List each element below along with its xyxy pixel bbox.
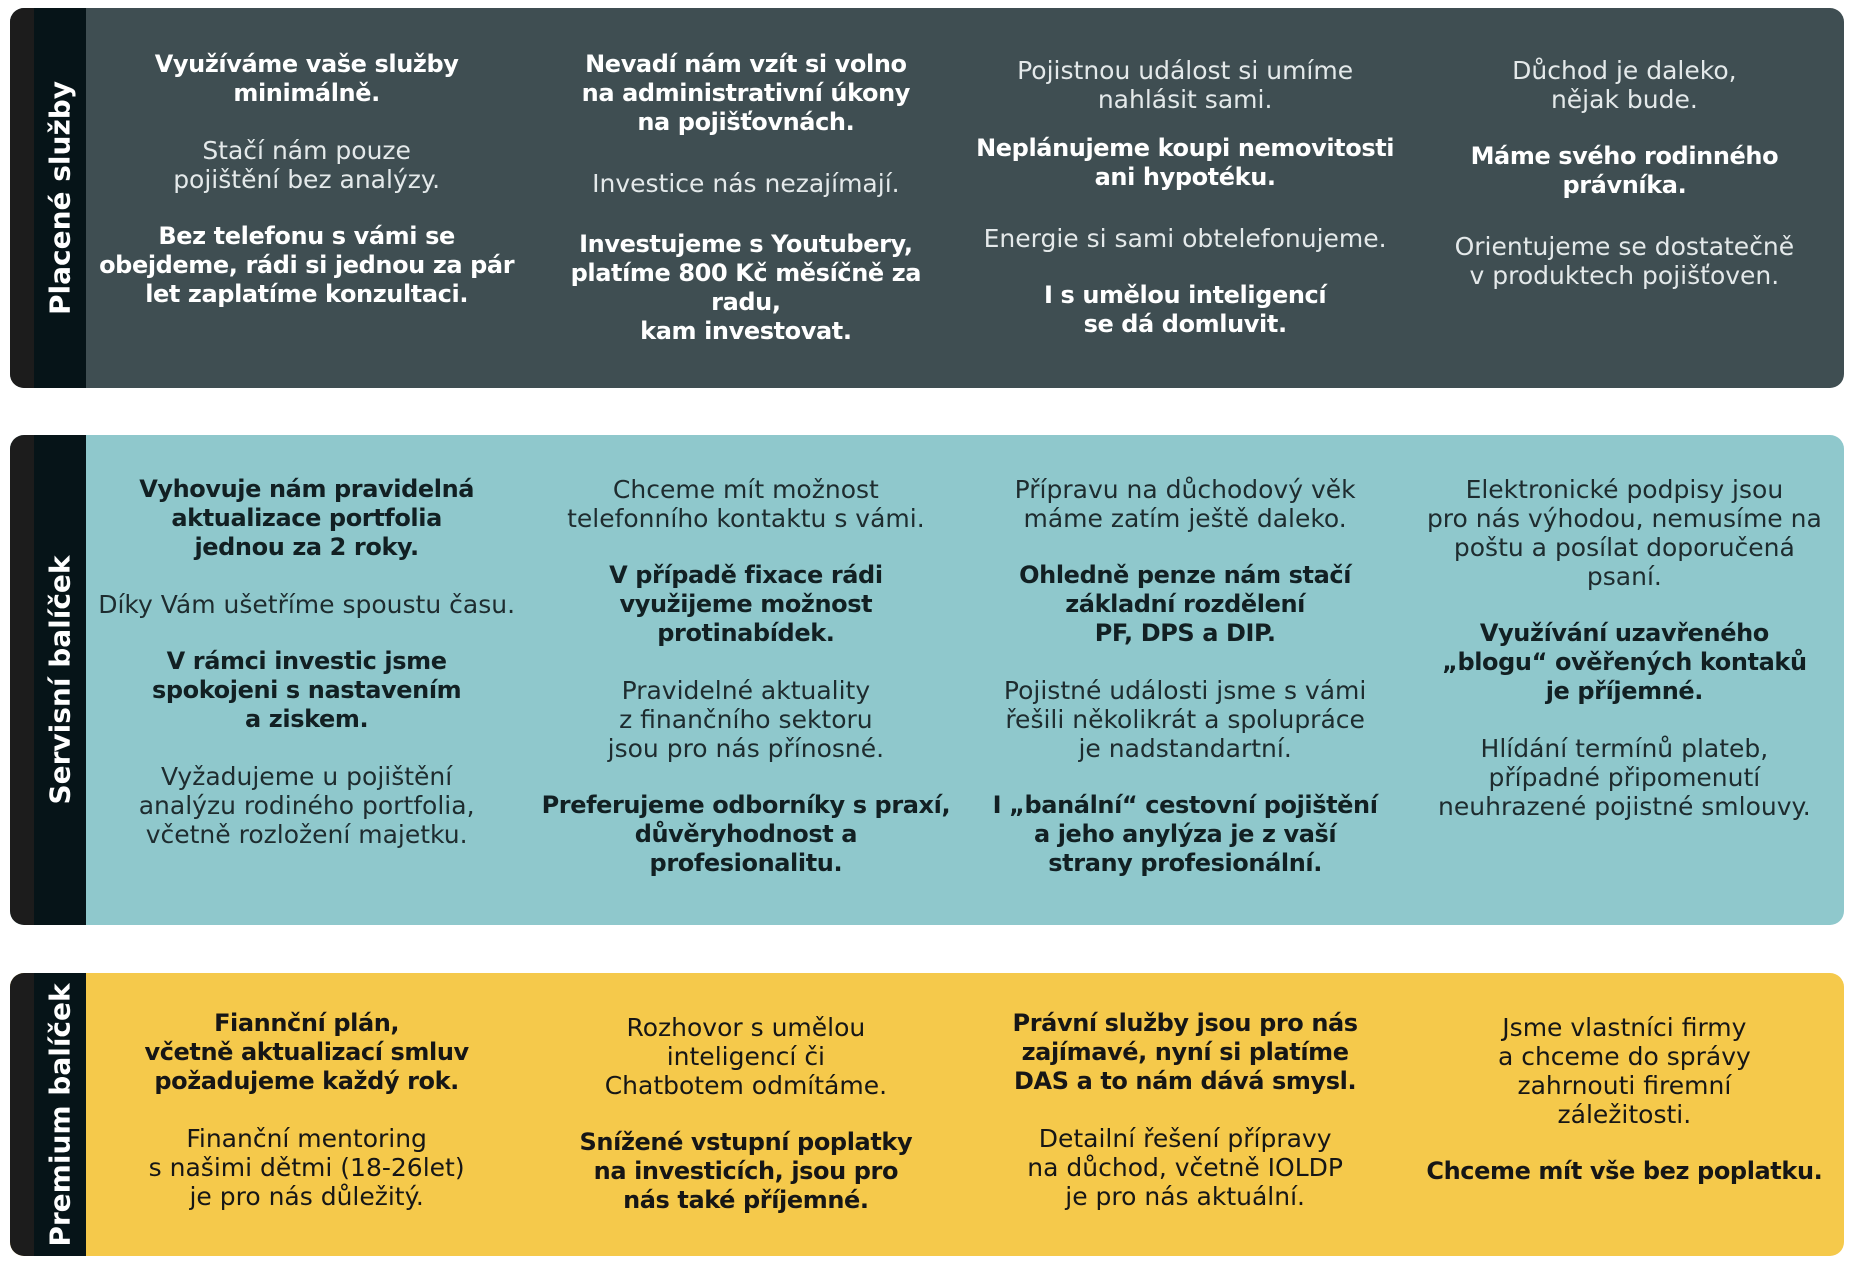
statement: Investice nás nezajímají. — [592, 169, 900, 198]
column-2: Chceme mít možnost telefonního kontaktu … — [526, 475, 965, 925]
statement: V případě fixace rádi využijeme možnost … — [609, 561, 883, 647]
statement: Jsme vlastníci firmy a chceme do správy … — [1497, 1013, 1751, 1129]
statement: Orientujeme se dostatečně v produktech p… — [1454, 232, 1795, 290]
statement: Neplánujeme koupi nemovitosti ani hypoté… — [976, 134, 1395, 191]
column-1: Využíváme vaše služby minimálně. Stačí n… — [87, 50, 526, 388]
panel-label: Placené služby — [43, 80, 77, 316]
statement: V rámci investic jsme spokojeni s nastav… — [152, 647, 462, 733]
statement: Pravidelné aktuality z finančního sektor… — [607, 676, 885, 763]
statement: Vyhovuje nám pravidelná aktualizace port… — [139, 475, 475, 561]
statement: Díky Vám ušetříme spoustu času. — [98, 590, 516, 619]
statement: Ohledně penze nám stačí základní rozděle… — [1019, 561, 1352, 647]
statement: Právní služby jsou pro nás zajímavé, nyn… — [1012, 1009, 1359, 1095]
statement: Fiannční plán, včetně aktualizací smluv … — [144, 1009, 469, 1095]
statement: Preferujeme odborníky s praxí, důvěryhod… — [541, 791, 951, 877]
column-4: Elektronické podpisy jsou pro nás výhodo… — [1405, 475, 1844, 925]
statement: Detailní řešení přípravy na důchod, včet… — [1027, 1124, 1343, 1211]
panel-paid-services: Placené služby Využíváme vaše služby min… — [10, 8, 1844, 388]
statement: Chceme mít možnost telefonního kontaktu … — [567, 475, 925, 533]
panel-premium-package: Premium balíček Fiannční plán, včetně ak… — [10, 973, 1844, 1256]
statement: Vyžadujeme u pojištění analýzu rodiného … — [138, 762, 475, 849]
statement: Hlídání termínů plateb, případné připome… — [1438, 734, 1811, 821]
statement: Přípravu na důchodový věk máme zatím ješ… — [1014, 475, 1356, 533]
statement: Snížené vstupní poplatky na investicích,… — [579, 1128, 913, 1214]
panel-label: Premium balíček — [43, 982, 77, 1247]
panel-label: Servisní balíček — [43, 555, 77, 805]
column-3: Přípravu na důchodový věk máme zatím ješ… — [966, 475, 1405, 925]
column-4: Důchod je daleko, nějak bude. Máme svého… — [1405, 50, 1844, 388]
panel-service-package: Servisní balíček Vyhovuje nám pravidelná… — [10, 435, 1844, 925]
statement: Využívání uzavřeného „blogu“ ověřených k… — [1442, 619, 1807, 705]
statement: Chceme mít vše bez poplatku. — [1426, 1157, 1823, 1185]
statement: Nevadí nám vzít si volno na administrati… — [581, 50, 911, 136]
column-4: Jsme vlastníci firmy a chceme do správy … — [1405, 1009, 1844, 1256]
statement: Stačí nám pouze pojištění bez analýzy. — [173, 136, 441, 194]
statement: Pojistnou událost si umíme nahlásit sami… — [1017, 56, 1354, 114]
statement: Důchod je daleko, nějak bude. — [1512, 56, 1737, 114]
statement: Elektronické podpisy jsou pro nás výhodo… — [1426, 475, 1822, 591]
panel-tab: Premium balíček — [34, 973, 86, 1256]
statement: Finanční mentoring s našimi dětmi (18-26… — [148, 1124, 465, 1211]
statement: Pojistné události jsme s vámi řešili něk… — [1003, 676, 1367, 763]
column-2: Rozhovor s umělou inteligencí či Chatbot… — [526, 1009, 965, 1256]
column-2: Nevadí nám vzít si volno na administrati… — [526, 50, 965, 388]
column-3: Pojistnou událost si umíme nahlásit sami… — [966, 50, 1405, 388]
column-3: Právní služby jsou pro nás zajímavé, nyn… — [966, 1009, 1405, 1256]
statement: I s umělou inteligencí se dá domluvit. — [1044, 281, 1327, 338]
statement: Máme svého rodinného právníka. — [1470, 142, 1779, 199]
statement: Investujeme s Youtubery, platíme 800 Kč … — [570, 230, 922, 345]
statement: Rozhovor s umělou inteligencí či Chatbot… — [604, 1013, 888, 1100]
column-1: Fiannční plán, včetně aktualizací smluv … — [87, 1009, 526, 1256]
statement: Energie si sami obtelefonujeme. — [983, 224, 1387, 253]
column-1: Vyhovuje nám pravidelná aktualizace port… — [87, 475, 526, 925]
panel-tab: Placené služby — [34, 8, 86, 388]
statement: Bez telefonu s vámi se obejdeme, rádi si… — [99, 222, 515, 308]
panel-tab: Servisní balíček — [34, 435, 86, 925]
statement: I „banální“ cestovní pojištění a jeho an… — [992, 791, 1378, 877]
statement: Využíváme vaše služby minimálně. — [154, 50, 459, 107]
